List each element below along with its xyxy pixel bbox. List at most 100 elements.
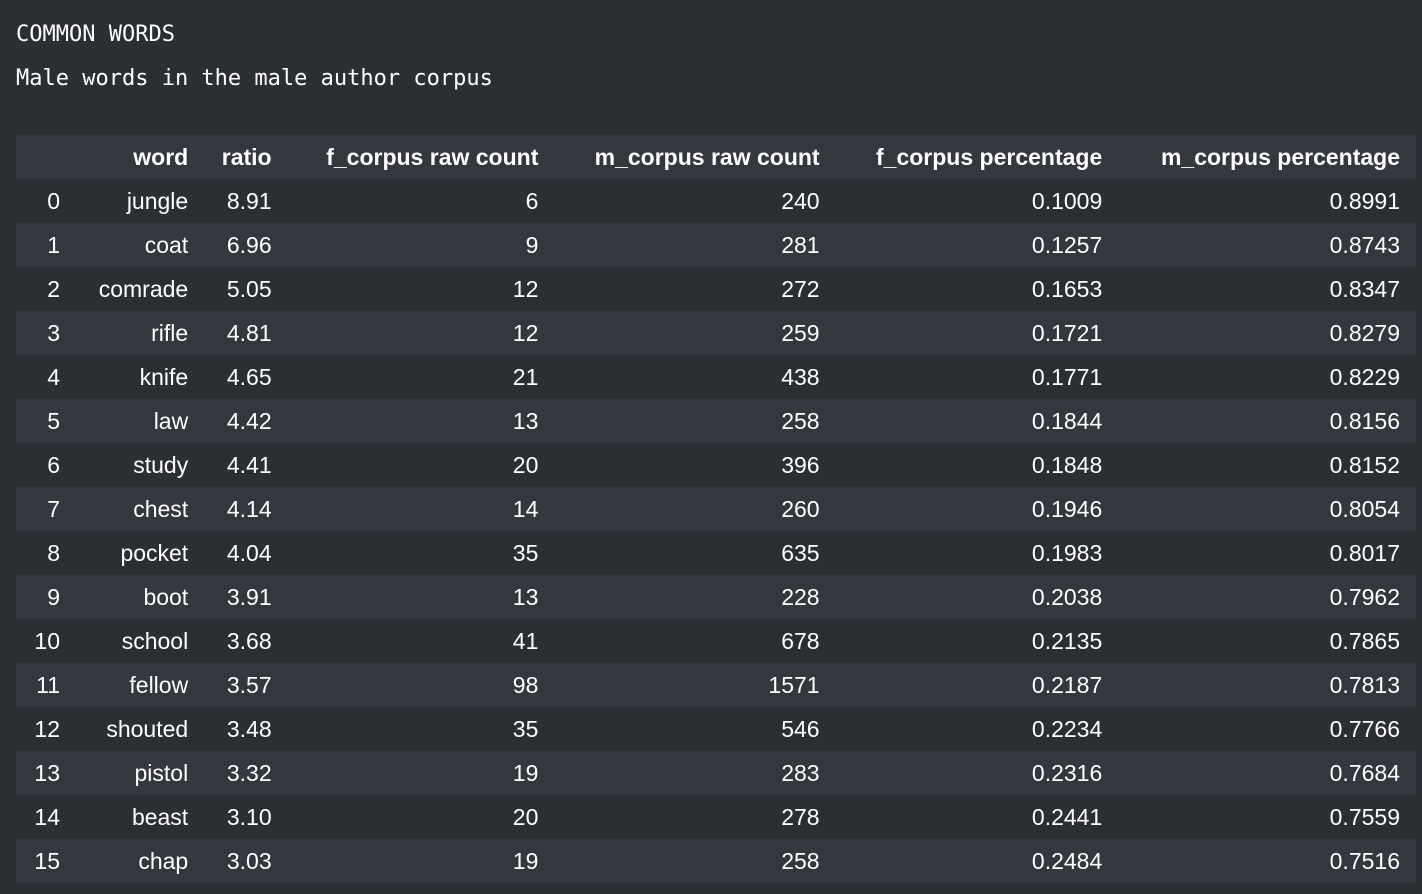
table-cell: chap xyxy=(138,847,189,874)
table-cell: 0.7559 xyxy=(1329,803,1400,830)
table-cell: 546 xyxy=(781,715,820,742)
table-cell: 0.8054 xyxy=(1329,495,1400,522)
table-cell: shouted xyxy=(106,715,189,742)
table-row: 5 law 4.42 13 258 0.1844 0.8156 xyxy=(16,399,1416,443)
table-cell: 0.1653 xyxy=(1031,275,1103,302)
table-row: 11 fellow 3.57 98 1571 0.2187 0.7813 xyxy=(16,663,1416,707)
table-cell: 20 xyxy=(512,451,539,478)
row-index-cell: 5 xyxy=(47,407,61,434)
table-cell: rifle xyxy=(151,319,189,346)
table-cell: 0.2441 xyxy=(1031,803,1103,830)
table-cell: study xyxy=(133,451,189,478)
row-index-cell: 13 xyxy=(34,759,61,786)
table-cell: 0.1983 xyxy=(1031,539,1103,566)
table-cell: 0.8152 xyxy=(1329,451,1400,478)
table-cell: 0.8156 xyxy=(1329,407,1400,434)
table-cell: chest xyxy=(133,495,189,522)
row-index-cell: 3 xyxy=(47,319,61,346)
row-index-cell: 11 xyxy=(36,671,61,698)
table-cell: pocket xyxy=(120,539,189,566)
table-cell: 0.1946 xyxy=(1031,495,1103,522)
table-cell: 283 xyxy=(781,759,820,786)
table-cell: 1571 xyxy=(768,671,820,698)
table-cell: 0.7684 xyxy=(1329,759,1400,786)
table-cell: 0.1721 xyxy=(1031,319,1103,346)
table-cell: 0.2135 xyxy=(1031,627,1103,654)
table-row: 1 coat 6.96 9 281 0.1257 0.8743 xyxy=(16,223,1416,267)
table-cell: 0.2187 xyxy=(1031,671,1103,698)
row-index-cell: 0 xyxy=(47,187,61,214)
column-header: ratio xyxy=(200,135,284,179)
table-row: 8 pocket 4.04 35 635 0.1983 0.8017 xyxy=(16,531,1416,575)
table-cell: 14 xyxy=(512,495,539,522)
table-cell: 272 xyxy=(781,275,820,302)
table-cell: pistol xyxy=(134,759,189,786)
table-cell: 4.14 xyxy=(226,495,272,522)
table-cell: comrade xyxy=(98,275,189,302)
table-row: 7 chest 4.14 14 260 0.1946 0.8054 xyxy=(16,487,1416,531)
table-cell: 13 xyxy=(512,407,539,434)
table-row: 10 school 3.68 41 678 0.2135 0.7865 xyxy=(16,619,1416,663)
table-cell: 635 xyxy=(781,539,820,566)
table-row: 15 chap 3.03 19 258 0.2484 0.7516 xyxy=(16,839,1416,883)
row-index-cell: 1 xyxy=(47,231,61,258)
table-cell: 3.03 xyxy=(226,847,272,874)
table-cell: 3.91 xyxy=(226,583,272,610)
table-cell: 5.05 xyxy=(226,275,272,302)
table-row: 9 boot 3.91 13 228 0.2038 0.7962 xyxy=(16,575,1416,619)
dataframe-table: word ratio f_corpus raw count m_corpus raw … xyxy=(16,135,1416,883)
table-cell: 6 xyxy=(525,187,539,214)
row-index-cell: 4 xyxy=(47,363,61,390)
table-cell: 0.8991 xyxy=(1329,187,1400,214)
table-cell: law xyxy=(153,407,189,434)
table-cell: coat xyxy=(144,231,189,258)
table-row: 12 shouted 3.48 35 546 0.2234 0.7766 xyxy=(16,707,1416,751)
column-header: f_corpus raw count xyxy=(283,135,551,179)
table-cell: jungle xyxy=(126,187,189,214)
table-cell: 4.41 xyxy=(226,451,272,478)
table-row: 0 jungle 8.91 6 240 0.1009 0.8991 xyxy=(16,179,1416,223)
table-cell: 0.2316 xyxy=(1031,759,1103,786)
column-header: word xyxy=(72,135,201,179)
table-cell: 0.1844 xyxy=(1031,407,1103,434)
row-index-cell: 9 xyxy=(47,583,61,610)
column-header: m_corpus raw count xyxy=(550,135,832,179)
table-cell: 19 xyxy=(512,847,539,874)
table-cell: 0.7813 xyxy=(1329,671,1400,698)
table-cell: 0.7516 xyxy=(1329,847,1400,874)
table-cell: 281 xyxy=(781,231,820,258)
row-index-cell: 15 xyxy=(34,847,61,874)
table-cell: 258 xyxy=(781,847,820,874)
row-index-cell: 14 xyxy=(34,803,61,830)
table-header: word ratio f_corpus raw count m_corpus raw … xyxy=(16,135,1416,179)
table-cell: 0.1771 xyxy=(1031,363,1103,390)
row-index-cell: 10 xyxy=(34,627,61,654)
table-cell: knife xyxy=(139,363,189,390)
table-cell: 13 xyxy=(512,583,539,610)
table-cell: 0.7865 xyxy=(1329,627,1400,654)
row-index-cell: 12 xyxy=(34,715,61,742)
row-index-cell: 6 xyxy=(47,451,61,478)
table-row: 14 beast 3.10 20 278 0.2441 0.7559 xyxy=(16,795,1416,839)
table-row: 3 rifle 4.81 12 259 0.1721 0.8279 xyxy=(16,311,1416,355)
table-cell: 6.96 xyxy=(226,231,272,258)
table-cell: 0.1848 xyxy=(1031,451,1103,478)
row-index-cell: 8 xyxy=(47,539,61,566)
row-index-cell: 2 xyxy=(47,275,61,302)
column-header: f_corpus percentage xyxy=(831,135,1115,179)
table-cell: 12 xyxy=(512,275,539,302)
table-cell: 98 xyxy=(512,671,539,698)
table-cell: beast xyxy=(131,803,189,830)
table-cell: 3.48 xyxy=(226,715,272,742)
table-cell: boot xyxy=(143,583,189,610)
table-cell: 0.7962 xyxy=(1329,583,1400,610)
output-heading-text: COMMON WORDS xyxy=(16,22,175,47)
row-index-cell: 7 xyxy=(47,495,61,522)
table-cell: 0.2234 xyxy=(1031,715,1103,742)
table-cell: school xyxy=(121,627,189,654)
table-cell: 0.8279 xyxy=(1329,319,1400,346)
table-cell: 20 xyxy=(512,803,539,830)
table-cell: 0.1257 xyxy=(1031,231,1103,258)
table-cell: 4.04 xyxy=(226,539,272,566)
